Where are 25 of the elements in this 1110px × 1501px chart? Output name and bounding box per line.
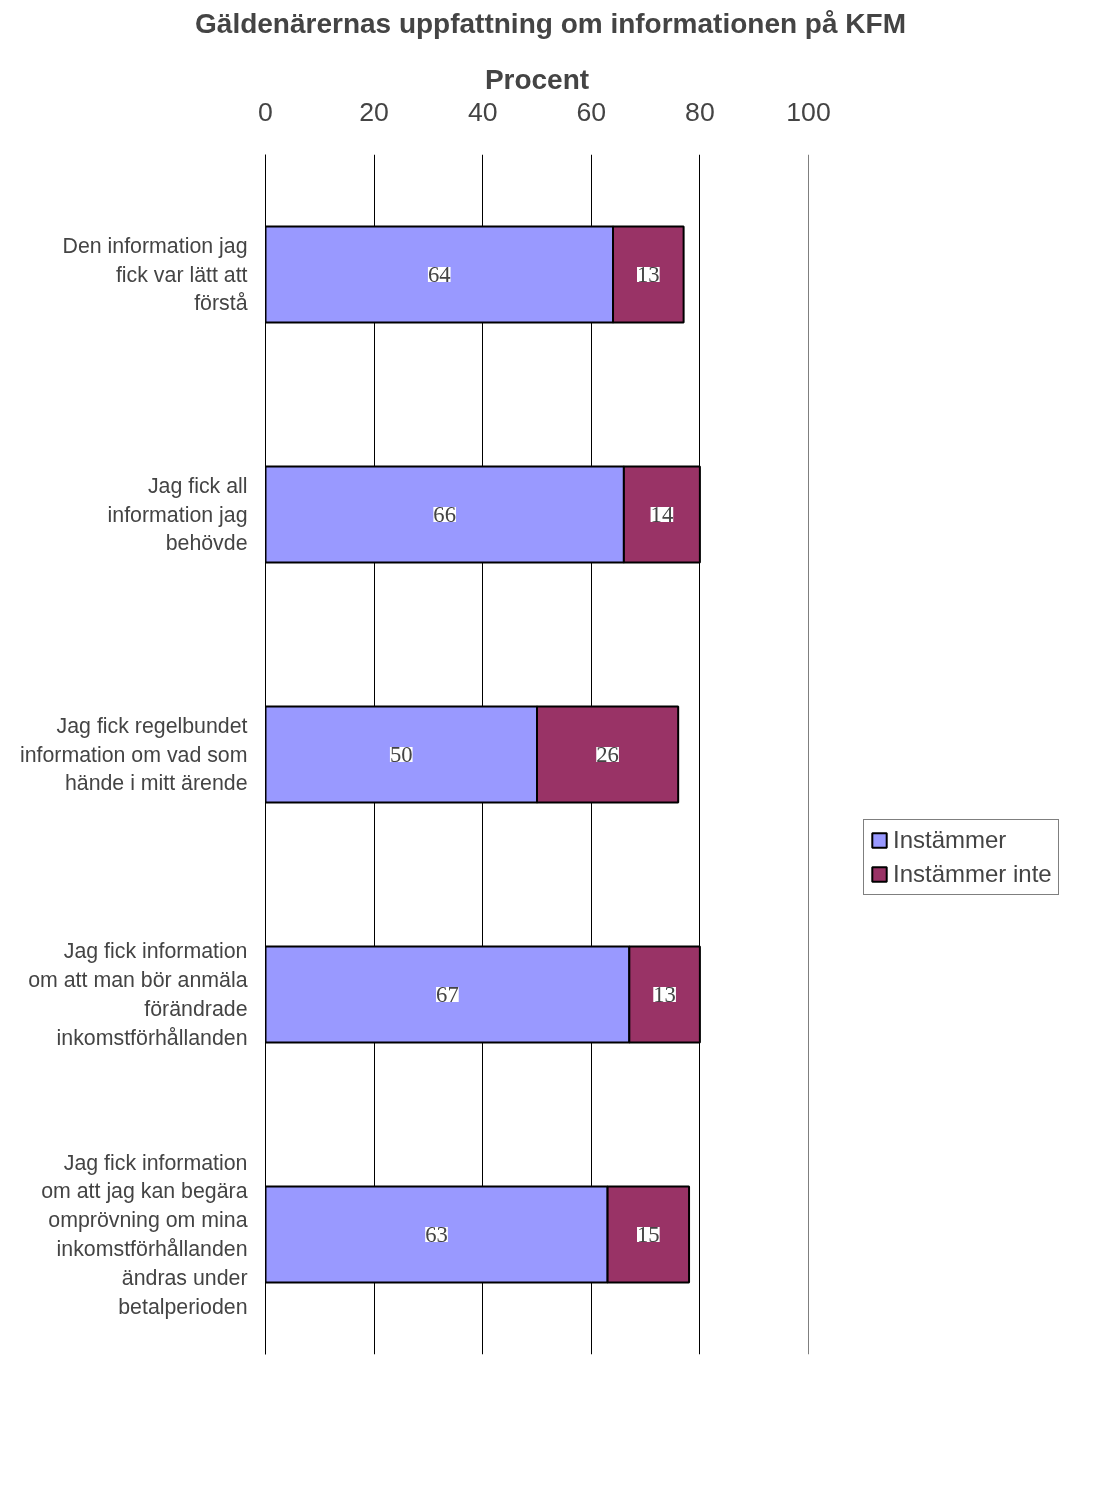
data-label: 67	[436, 982, 459, 1007]
y-tick-label: Jag fick regelbundet information om vad som hände i mitt ärende	[19, 713, 248, 796]
data-label: 66	[433, 502, 457, 527]
data-label: 13	[636, 262, 660, 287]
x-tick-label: 60	[576, 96, 607, 127]
y-tick-label: Jag fick information om att man bör anmäla förändrade inkomstförhållanden	[28, 939, 248, 1050]
legend-label: Instämmer	[893, 826, 1007, 854]
x-tick-label: 100	[786, 96, 831, 127]
x-tick-label: 40	[467, 96, 498, 127]
data-label: 15	[636, 1222, 660, 1247]
x-axis-title: Procent	[484, 63, 590, 95]
y-tick-label: Jag fick all information jag behövde	[107, 473, 248, 556]
x-tick-label: 0	[258, 96, 273, 127]
x-tick-label: 80	[685, 96, 715, 127]
data-label: 13	[653, 982, 676, 1007]
data-label: 63	[425, 1222, 448, 1247]
data-label: 64	[427, 262, 451, 287]
y-tick-label: Den information jag fick var lätt att förstå	[62, 233, 248, 316]
legend-label: Instämmer inte	[893, 860, 1052, 888]
y-tick-label: Jag fick information om att jag kan begära omprövning om mina inkomstförhållanden ändras under betalperioden	[41, 1150, 248, 1319]
data-label: 26	[596, 742, 619, 767]
chart-title: Gäldenärernas uppfattning om informationen på KFM	[195, 7, 906, 39]
data-label: 14	[650, 502, 674, 527]
x-tick-label: 20	[359, 96, 389, 127]
data-label: 50	[389, 742, 413, 767]
